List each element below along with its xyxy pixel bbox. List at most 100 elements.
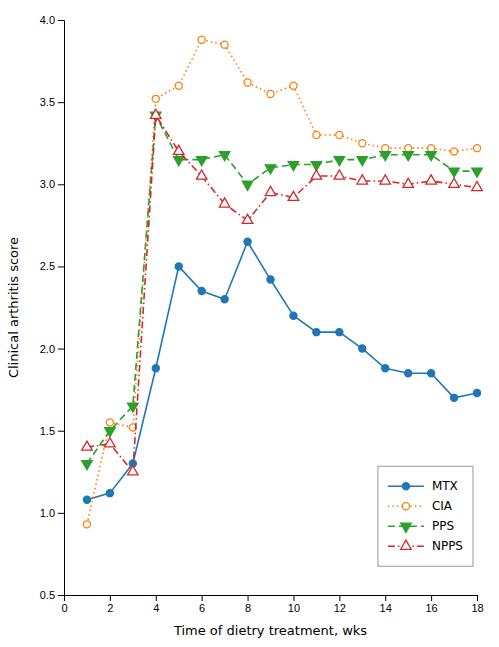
- tick: 0: [61, 595, 67, 614]
- point: [106, 490, 113, 497]
- point: [380, 152, 391, 161]
- point: [403, 178, 414, 187]
- point: [472, 181, 483, 190]
- tick-mark: [477, 595, 478, 601]
- point: [428, 370, 435, 377]
- tick: 3.5: [40, 96, 64, 108]
- point: [359, 140, 366, 147]
- point: [83, 521, 90, 528]
- point: [242, 181, 253, 190]
- legend-marker: [401, 540, 412, 549]
- x-axis-line: [65, 596, 478, 602]
- tick: 4: [153, 595, 159, 614]
- point: [382, 145, 389, 152]
- point: [82, 461, 93, 470]
- point: [403, 152, 414, 161]
- legend-label: PPS: [432, 519, 454, 533]
- tick-mark: [58, 102, 64, 103]
- marks: [82, 36, 483, 528]
- point: [152, 95, 159, 102]
- point: [449, 178, 460, 187]
- tick-label: 0.5: [40, 589, 55, 601]
- point: [82, 441, 93, 450]
- point: [290, 82, 297, 89]
- point: [450, 148, 457, 155]
- point: [173, 145, 184, 154]
- point: [198, 36, 205, 43]
- tick-label: 2.0: [40, 343, 55, 355]
- point: [221, 41, 228, 48]
- point: [405, 145, 412, 152]
- point: [288, 191, 299, 200]
- point: [311, 170, 322, 179]
- tick: 0.5: [40, 589, 64, 601]
- point: [196, 157, 207, 166]
- tick-label: 4: [153, 602, 159, 614]
- series-line: [87, 40, 477, 525]
- point: [244, 238, 251, 245]
- tick-label: 3.0: [40, 178, 55, 190]
- point: [288, 162, 299, 171]
- tick-mark: [58, 349, 64, 350]
- x-axis: 0 2 4 6 8 10 12 14 16 18: [61, 595, 483, 614]
- point: [405, 370, 412, 377]
- point: [105, 438, 116, 447]
- tick: 14: [380, 595, 392, 614]
- point: [472, 168, 483, 177]
- point: [152, 365, 159, 372]
- tick: 18: [471, 595, 483, 614]
- point: [219, 198, 230, 207]
- point: [334, 170, 345, 179]
- tick: 4.0: [40, 14, 64, 26]
- tick-label: 4.0: [40, 14, 55, 26]
- point: [267, 276, 274, 283]
- tick-label: 12: [334, 602, 346, 614]
- tick: 2.5: [40, 260, 64, 272]
- point: [357, 157, 368, 166]
- tick-label: 2: [107, 602, 113, 614]
- point: [128, 466, 139, 475]
- tick-mark: [339, 595, 340, 601]
- point: [336, 329, 343, 336]
- legend-label: MTX: [432, 479, 458, 493]
- tick-mark: [58, 595, 64, 596]
- point: [473, 145, 480, 152]
- legend-marker: [402, 503, 409, 510]
- tick-mark: [248, 595, 249, 601]
- point: [175, 263, 182, 270]
- point: [290, 312, 297, 319]
- tick-label: 16: [425, 602, 437, 614]
- tick-mark: [202, 595, 203, 601]
- tick-mark: [385, 595, 386, 601]
- tick: 2.0: [40, 343, 64, 355]
- point: [175, 82, 182, 89]
- point: [334, 157, 345, 166]
- tick-label: 6: [199, 602, 205, 614]
- tick: 16: [425, 595, 437, 614]
- tick: 10: [288, 595, 300, 614]
- point: [151, 109, 162, 118]
- point: [196, 170, 207, 179]
- point: [173, 157, 184, 166]
- tick: 2: [107, 595, 113, 614]
- legend-frame: [378, 466, 473, 566]
- point: [313, 329, 320, 336]
- tick-label: 14: [380, 602, 392, 614]
- tick-label: 18: [471, 602, 483, 614]
- tick: 3.0: [40, 178, 64, 190]
- point: [450, 394, 457, 401]
- tick: 6: [199, 595, 205, 614]
- y-axis-title: Clinical arthritis score: [6, 237, 21, 378]
- tick-mark: [58, 20, 64, 21]
- point: [359, 345, 366, 352]
- tick-label: 8: [245, 602, 251, 614]
- tick-label: 10: [288, 602, 300, 614]
- point: [267, 90, 274, 97]
- point: [265, 165, 276, 174]
- tick-mark: [58, 266, 64, 267]
- tick-label: 0: [61, 602, 67, 614]
- tick: 12: [334, 595, 346, 614]
- point: [426, 152, 437, 161]
- point: [473, 389, 480, 396]
- point: [105, 428, 116, 437]
